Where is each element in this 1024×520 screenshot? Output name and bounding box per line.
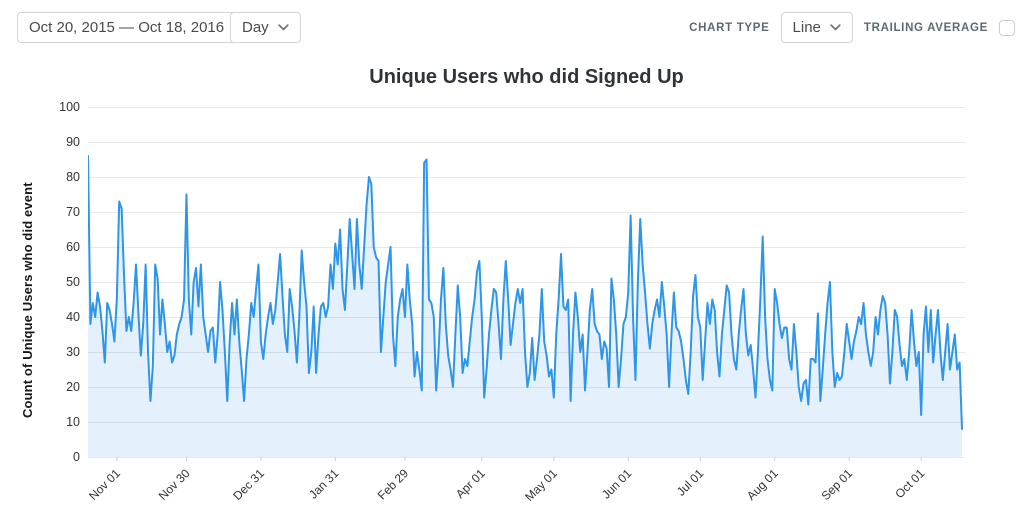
x-tick-label: Aug 01 (744, 466, 781, 503)
chart-type-value: Line (792, 19, 821, 36)
x-tick-label: Jun 01 (599, 466, 635, 502)
chevron-down-icon (830, 24, 841, 31)
y-tick-label: 90 (66, 135, 80, 149)
chevron-down-icon (278, 24, 289, 31)
x-tick-label: Dec 31 (230, 466, 267, 503)
series-area-fill (88, 156, 962, 457)
x-tick-label: Feb 29 (375, 466, 412, 503)
x-tick-label: May 01 (522, 466, 560, 504)
y-tick-label: 100 (59, 100, 80, 114)
y-tick-label: 20 (66, 380, 80, 394)
trailing-average-label: TRAILING AVERAGE (863, 21, 988, 34)
date-range-dropdown[interactable]: Oct 20, 2015 — Oct 18, 2016 (17, 12, 257, 43)
y-axis-title: Count of Unique Users who did event (20, 182, 35, 418)
x-tick-label: Nov 30 (156, 466, 193, 503)
y-tick-label: 30 (66, 345, 80, 359)
y-tick-label: 60 (66, 240, 80, 254)
granularity-dropdown[interactable]: Day (230, 12, 301, 43)
x-tick-label: Sep 01 (818, 466, 855, 503)
granularity-value: Day (242, 19, 269, 36)
y-tick-label: 50 (66, 275, 80, 289)
date-range-value: Oct 20, 2015 — Oct 18, 2016 (29, 19, 225, 36)
x-tick-label: Jan 31 (306, 466, 342, 502)
y-tick-label: 80 (66, 170, 80, 184)
x-axis: Nov 01 Nov 30 Dec 31 Jan 31 Feb 29 Apr 01 May … (86, 466, 927, 504)
chart-options-toolbar: CHART TYPE Line TRAILING AVERAGE (689, 12, 1015, 43)
series-line (88, 155, 963, 430)
y-tick-label: 70 (66, 205, 80, 219)
chart-title: Unique Users who did Signed Up (369, 66, 684, 88)
trailing-average-checkbox[interactable] (999, 19, 1015, 36)
x-tick-label: Nov 01 (86, 466, 123, 503)
chart-type-dropdown[interactable]: Line (780, 12, 853, 43)
x-tick-label: Apr 01 (453, 466, 488, 501)
y-tick-label: 0 (73, 450, 80, 464)
x-tick-label: Oct 01 (892, 466, 927, 501)
x-tick-label: Jul 01 (674, 466, 707, 499)
y-tick-label: 40 (66, 310, 80, 324)
y-tick-label: 10 (66, 415, 80, 429)
chart-type-label: CHART TYPE (689, 21, 770, 34)
plot-area (88, 107, 965, 461)
